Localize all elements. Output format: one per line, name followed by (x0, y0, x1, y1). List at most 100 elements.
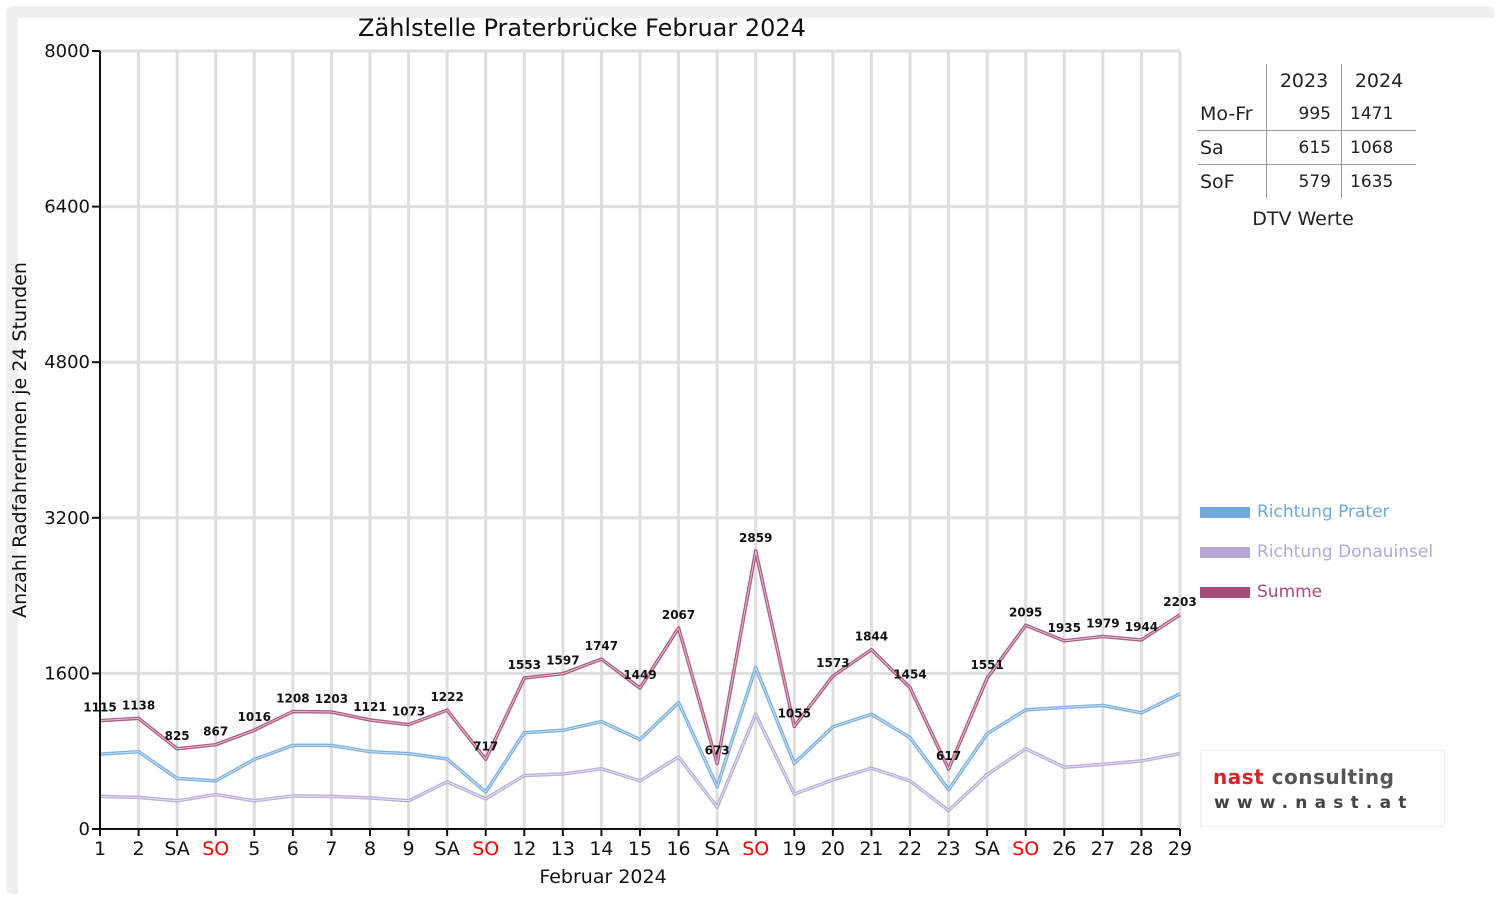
company-logo: nast consulting www.nast.at (1200, 750, 1445, 827)
logo-wordmark: nast consulting (1213, 765, 1394, 789)
data-label: 1979 (1086, 617, 1119, 631)
x-tick-label: 19 (782, 838, 806, 860)
data-label: 717 (473, 739, 498, 753)
x-tick-label: SO (1012, 838, 1039, 860)
series-line-highlight (99, 713, 1181, 811)
logo-name-part1: nast (1213, 765, 1265, 789)
dtv-row-label: Sa (1198, 130, 1267, 165)
x-axis-label: Februar 2024 (539, 866, 666, 888)
legend-swatch (1200, 546, 1250, 558)
data-label: 673 (705, 744, 730, 758)
x-tick-label: 22 (898, 838, 922, 860)
data-label: 1944 (1125, 620, 1158, 634)
y-tick-label: 8000 (44, 41, 90, 62)
dtv-value-2024: 1635 (1350, 171, 1394, 192)
x-tick-label: 5 (248, 838, 260, 860)
data-label: 1138 (122, 698, 155, 712)
chart-title: Zählstelle Praterbrücke Februar 2024 (358, 14, 806, 42)
x-tick-label: 29 (1168, 838, 1192, 860)
data-label: 1454 (893, 668, 926, 682)
x-tick-label: 9 (403, 838, 415, 860)
data-label: 1553 (508, 658, 541, 672)
data-label: 1597 (546, 654, 579, 668)
y-tick-label: 3200 (44, 508, 90, 529)
y-tick-label: 0 (79, 819, 90, 840)
data-label: 2095 (1009, 605, 1042, 619)
chart-legend: Richtung Prater Richtung Donauinsel Summ… (1200, 492, 1433, 612)
x-tick-label: 7 (325, 838, 337, 860)
data-label: 1449 (623, 668, 656, 682)
data-label: 1203 (315, 692, 348, 706)
x-tick-label: 13 (551, 838, 575, 860)
y-tick-label: 6400 (44, 197, 90, 218)
series-lines (99, 549, 1181, 813)
x-tick-label: 28 (1129, 838, 1153, 860)
data-label: 1115 (83, 701, 116, 715)
x-tick-label: SA (164, 838, 189, 860)
legend-item-donauinsel: Richtung Donauinsel (1200, 532, 1433, 572)
data-label: 867 (203, 725, 228, 739)
legend-swatch (1200, 506, 1250, 518)
dtv-row-sof: SoF 579 1635 (1198, 164, 1416, 198)
data-label: 1121 (353, 700, 386, 714)
legend-label: Richtung Donauinsel (1257, 542, 1434, 562)
data-label: 1573 (816, 656, 849, 670)
data-label: 617 (936, 749, 961, 763)
dtv-header-2024: 2024 (1354, 69, 1404, 92)
x-tick-label: 21 (859, 838, 883, 860)
data-label: 1055 (778, 706, 811, 720)
dtv-value-2024: 1068 (1341, 130, 1416, 165)
x-tick-label: 8 (364, 838, 376, 860)
x-tick-label: 6 (287, 838, 299, 860)
dtv-caption: DTV Werte (1252, 208, 1354, 230)
x-tick-label: 12 (512, 838, 536, 860)
data-labels: 1115 1138 825 867 1016 1208 1203 1121 1073 1222 71… (83, 531, 1196, 763)
data-label: 2203 (1163, 595, 1196, 609)
x-tick-label: SO (202, 838, 229, 860)
data-label: 1208 (276, 692, 309, 706)
x-tick-label: 26 (1052, 838, 1076, 860)
data-label: 2067 (662, 608, 695, 622)
logo-name-part2: consulting (1271, 765, 1395, 789)
y-tick-label: 4800 (44, 352, 90, 373)
dtv-row-mofr: Mo-Fr 995 1471 (1198, 97, 1416, 131)
legend-item-prater: Richtung Prater (1200, 492, 1433, 532)
dtv-value-2023: 615 (1266, 130, 1342, 165)
legend-item-summe: Summe (1200, 572, 1433, 612)
data-label: 1935 (1048, 621, 1081, 635)
x-tick-label: SA (434, 838, 459, 860)
logo-url: www.nast.at (1214, 793, 1414, 813)
data-label: 825 (165, 729, 190, 743)
data-label: 2859 (739, 531, 772, 545)
y-tick-label: 1600 (44, 663, 90, 684)
x-tick-label: SO (742, 838, 769, 860)
dtv-table: 2023 2024 Mo-Fr 995 1471 Sa 615 1068 SoF… (1198, 64, 1416, 198)
data-label: 1016 (238, 710, 271, 724)
legend-label: Richtung Prater (1257, 502, 1390, 522)
data-label: 1844 (855, 630, 888, 644)
grid (100, 49, 1182, 829)
x-tick-label: 23 (936, 838, 960, 860)
series-line-highlight (99, 667, 1181, 793)
data-label: 1551 (970, 658, 1003, 672)
x-tick-label: 1 (94, 838, 106, 860)
dtv-value-2023: 579 (1266, 164, 1342, 198)
y-axis-label: Anzahl RadfahrerInnen je 24 Stunden (9, 262, 31, 618)
data-label: 1073 (392, 705, 425, 719)
dtv-header-2023: 2023 (1266, 64, 1342, 97)
data-label: 1222 (430, 690, 463, 704)
series-line-highlight (99, 550, 1181, 770)
data-label: 1747 (585, 639, 618, 653)
dtv-row-label: SoF (1198, 164, 1267, 198)
x-tick-label: SA (704, 838, 729, 860)
x-tick-label: 16 (666, 838, 690, 860)
x-tick-label: 15 (628, 838, 652, 860)
x-tick-label: SO (472, 838, 499, 860)
dtv-value-2023: 995 (1266, 97, 1342, 131)
x-tick-label: 27 (1091, 838, 1115, 860)
dtv-row-sa: Sa 615 1068 (1198, 130, 1416, 165)
legend-label: Summe (1257, 582, 1323, 602)
x-tick-label: 14 (589, 838, 613, 860)
